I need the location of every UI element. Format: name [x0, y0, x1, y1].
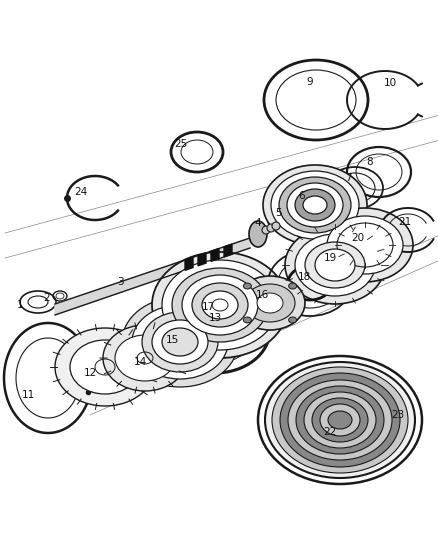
- Ellipse shape: [305, 242, 365, 288]
- Ellipse shape: [235, 276, 305, 330]
- Ellipse shape: [265, 362, 415, 478]
- Ellipse shape: [70, 340, 140, 394]
- Ellipse shape: [287, 183, 343, 227]
- Ellipse shape: [172, 268, 268, 342]
- Text: 12: 12: [83, 368, 97, 378]
- Ellipse shape: [312, 398, 368, 442]
- Text: 7: 7: [345, 173, 351, 183]
- Ellipse shape: [162, 260, 278, 350]
- Ellipse shape: [327, 216, 403, 274]
- Ellipse shape: [263, 165, 367, 245]
- Ellipse shape: [115, 335, 175, 381]
- Ellipse shape: [142, 312, 218, 372]
- Ellipse shape: [257, 293, 283, 313]
- Polygon shape: [224, 244, 232, 257]
- Text: 4: 4: [254, 218, 261, 228]
- Ellipse shape: [320, 404, 360, 436]
- Text: 22: 22: [323, 427, 337, 437]
- Text: 17: 17: [201, 302, 215, 312]
- Ellipse shape: [262, 226, 270, 234]
- Text: 2: 2: [44, 293, 50, 303]
- Ellipse shape: [295, 189, 335, 221]
- Polygon shape: [211, 248, 219, 261]
- Text: 13: 13: [208, 313, 222, 323]
- Ellipse shape: [249, 221, 267, 247]
- Ellipse shape: [288, 380, 392, 460]
- Text: 3: 3: [117, 277, 124, 287]
- Polygon shape: [185, 257, 193, 270]
- Ellipse shape: [285, 226, 385, 304]
- Text: 11: 11: [21, 390, 35, 400]
- Text: 6: 6: [299, 191, 305, 201]
- Text: 24: 24: [74, 187, 88, 197]
- Text: 18: 18: [297, 272, 311, 282]
- Text: 25: 25: [174, 139, 187, 149]
- Ellipse shape: [162, 328, 198, 356]
- Ellipse shape: [289, 317, 297, 323]
- Ellipse shape: [271, 171, 359, 239]
- Ellipse shape: [272, 367, 408, 473]
- Ellipse shape: [279, 177, 351, 233]
- Text: 9: 9: [307, 77, 313, 87]
- Ellipse shape: [304, 392, 376, 448]
- Text: 10: 10: [383, 78, 396, 88]
- Ellipse shape: [244, 283, 251, 289]
- Ellipse shape: [152, 320, 208, 364]
- Text: 14: 14: [134, 357, 147, 367]
- Ellipse shape: [328, 411, 352, 429]
- Ellipse shape: [132, 305, 228, 379]
- Text: 5: 5: [275, 208, 281, 218]
- Ellipse shape: [55, 328, 155, 406]
- Ellipse shape: [122, 297, 238, 387]
- Ellipse shape: [303, 196, 327, 214]
- Polygon shape: [198, 253, 206, 266]
- Ellipse shape: [182, 275, 258, 335]
- Text: 8: 8: [367, 157, 373, 167]
- Text: 20: 20: [351, 233, 364, 243]
- Ellipse shape: [103, 325, 187, 391]
- Ellipse shape: [152, 252, 288, 358]
- Ellipse shape: [272, 222, 280, 230]
- Polygon shape: [55, 238, 250, 315]
- Ellipse shape: [315, 249, 355, 281]
- Ellipse shape: [296, 386, 384, 454]
- Text: 16: 16: [255, 290, 268, 300]
- Ellipse shape: [280, 373, 400, 467]
- Text: 21: 21: [399, 217, 412, 227]
- Ellipse shape: [202, 291, 238, 319]
- Text: 19: 19: [323, 253, 337, 263]
- Ellipse shape: [317, 208, 413, 282]
- Ellipse shape: [267, 224, 275, 232]
- Ellipse shape: [289, 283, 297, 289]
- Text: 15: 15: [166, 335, 179, 345]
- Text: 23: 23: [392, 410, 405, 420]
- Ellipse shape: [245, 284, 295, 322]
- Ellipse shape: [192, 283, 248, 327]
- Ellipse shape: [244, 317, 251, 323]
- Text: 1: 1: [17, 300, 23, 310]
- Ellipse shape: [295, 234, 375, 296]
